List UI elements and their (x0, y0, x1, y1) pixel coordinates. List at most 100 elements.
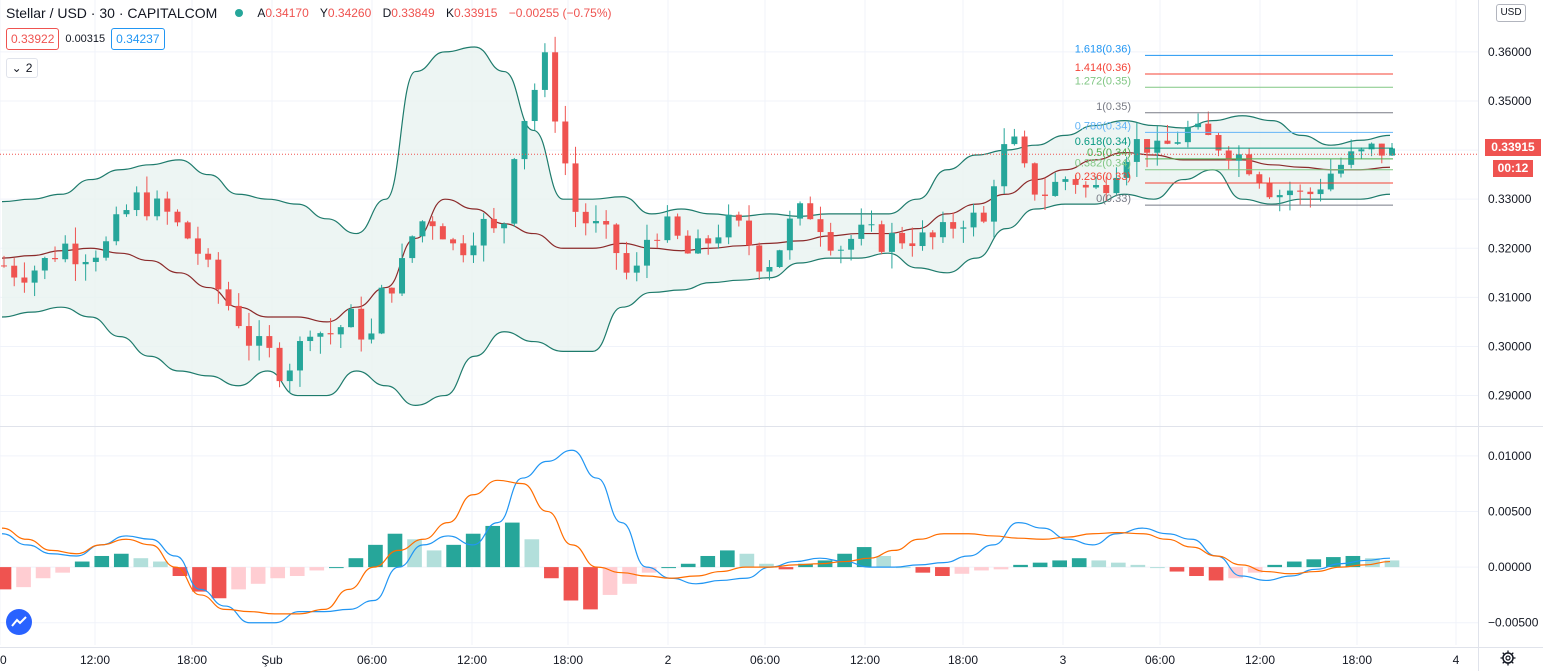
candle (735, 211, 742, 227)
candle (858, 208, 865, 246)
candle-body (1184, 127, 1191, 143)
candle (174, 209, 181, 227)
currency-button[interactable]: USD (1496, 4, 1526, 22)
candle-body (1154, 140, 1161, 153)
macd-histogram-bar (1365, 558, 1380, 568)
macd-histogram-bar (1130, 564, 1146, 568)
candle (878, 220, 885, 255)
candle (1011, 128, 1018, 146)
macd-histogram-bar (329, 567, 344, 569)
candle (807, 196, 814, 220)
candle (123, 204, 130, 217)
candle (603, 210, 610, 239)
bollinger-upper-line (1, 46, 1391, 235)
symbol-title[interactable]: Stellar / USD · 30 · CAPITALCOM (6, 5, 218, 21)
buy-price-button[interactable]: 0.34237 (111, 28, 165, 50)
candle-body (113, 214, 120, 242)
candle-body (1001, 144, 1008, 187)
fib-level-label: 1(0.35) (1096, 101, 1131, 113)
candle-body (1276, 195, 1283, 198)
time-axis: 00 12:00 18:00 Şub 06:00 12:00 18:00 2 06:00 12:0… (0, 653, 1460, 667)
candle (1215, 132, 1222, 157)
fib-level-label: 0.236(0.33) (1075, 171, 1131, 183)
macd-histogram-bar (876, 555, 892, 568)
candle-body (429, 221, 436, 227)
sell-price-button[interactable]: 0.33922 (6, 28, 60, 50)
candle-body (388, 287, 395, 294)
candle (501, 222, 508, 244)
candle (531, 83, 538, 131)
indicators-toggle-button[interactable]: ⌄ 2 (6, 58, 38, 78)
candle (1031, 162, 1038, 201)
macd-histogram-bar (153, 561, 168, 568)
candle (643, 224, 650, 279)
candle-body (715, 237, 722, 244)
candle-body (950, 222, 957, 229)
candle-body (1246, 154, 1253, 175)
candle (1042, 177, 1048, 210)
candle-body (623, 253, 630, 273)
candle-body (899, 232, 906, 244)
price-tick-label: 0.31000 (1488, 290, 1532, 304)
candle (746, 205, 753, 256)
macd-histogram-bar (739, 553, 755, 568)
candle-body (235, 305, 242, 327)
macd-histogram-bar (1267, 564, 1283, 568)
candle-body (572, 163, 579, 212)
candle-body (470, 245, 477, 256)
macd-histogram-bar (700, 555, 716, 568)
candle (1286, 181, 1293, 211)
candle-body (215, 259, 222, 290)
candle (1184, 120, 1191, 148)
macd-tick-label: 0.00000 (1488, 560, 1532, 574)
macd-histogram-bar (778, 567, 794, 570)
macd-histogram-bar (954, 567, 970, 574)
candle (776, 249, 783, 269)
candle-body (1225, 150, 1232, 161)
candle-body (1235, 154, 1242, 161)
candle-body (1093, 185, 1100, 188)
macd-histogram-bar (504, 522, 520, 568)
candle (62, 235, 69, 263)
candle-body (1256, 174, 1263, 184)
candle (899, 226, 906, 249)
macd-histogram-bar (1208, 567, 1224, 581)
macd-histogram-bar (1169, 567, 1185, 572)
candle-body (82, 261, 89, 265)
candle (1327, 158, 1334, 192)
current-price-label: 0.33915 (1485, 139, 1541, 156)
macd-line (1, 449, 1391, 624)
candle (1256, 171, 1263, 189)
candle (419, 220, 426, 243)
candle (103, 236, 110, 261)
candle (654, 233, 661, 249)
candle-body (725, 214, 732, 238)
bollinger-lower-line (1, 169, 1391, 406)
candle-body (797, 203, 804, 219)
candle (143, 176, 150, 221)
candle (1307, 187, 1314, 208)
candle-body (164, 198, 171, 212)
candle-body (439, 226, 446, 240)
candle-body (980, 212, 987, 222)
tradingview-logo-icon[interactable] (6, 609, 32, 635)
candle (1001, 128, 1008, 194)
candle (133, 186, 140, 217)
macd-histogram-bar (1306, 559, 1322, 568)
chevron-down-icon: ⌄ (11, 61, 22, 75)
candle (1093, 176, 1100, 190)
candle-body (41, 258, 48, 271)
candle-body (817, 219, 824, 233)
gear-icon[interactable] (1500, 650, 1516, 666)
macd-histogram-bar (446, 544, 461, 568)
candle-body (450, 239, 457, 244)
candle (837, 245, 844, 264)
macd-histogram-bar (1384, 560, 1400, 568)
macd-histogram-bar (837, 553, 852, 568)
candle-body (878, 224, 885, 252)
candle-body (174, 211, 181, 223)
macd-axis: 0.01000 0.00500 0.00000 −0.00500 (1488, 449, 1539, 630)
candle-body (1286, 190, 1293, 196)
candle (245, 312, 252, 361)
